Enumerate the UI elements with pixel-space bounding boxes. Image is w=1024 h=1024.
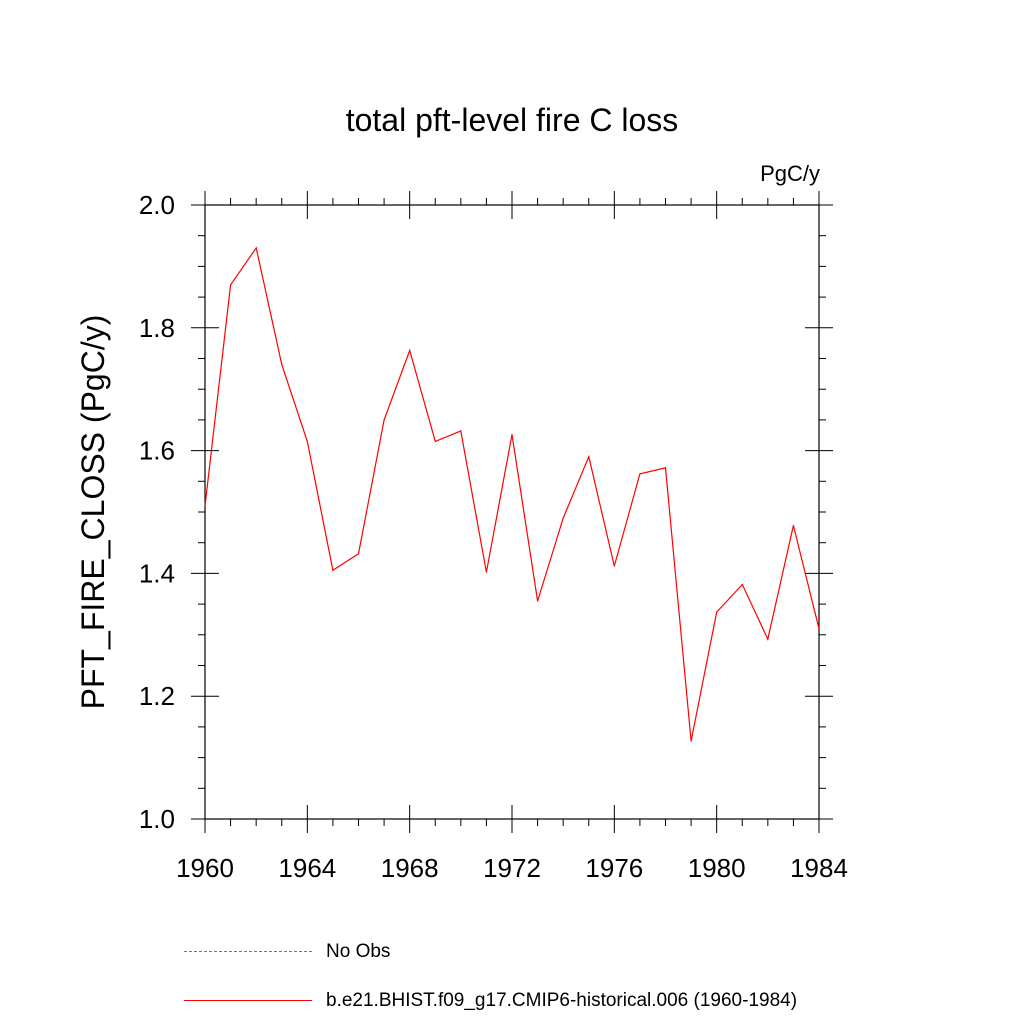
- data-point: [204, 505, 206, 507]
- series-line: [204, 246, 820, 742]
- data-point: [434, 440, 436, 442]
- data-point: [639, 473, 641, 475]
- x-tick-label: 1984: [790, 853, 848, 883]
- chart-title: total pft-level fire C loss: [346, 102, 679, 138]
- legend-item-no-obs: No Obs: [184, 941, 390, 963]
- data-point: [332, 569, 334, 571]
- data-point: [613, 565, 615, 567]
- y-tick-label: 1.8: [139, 313, 175, 343]
- legend-solid-line: [184, 1000, 312, 1002]
- data-point: [255, 247, 257, 249]
- data-point: [485, 571, 488, 573]
- data-point: [281, 364, 283, 366]
- data-point: [357, 553, 360, 555]
- data-point: [690, 740, 692, 742]
- x-tick-label: 1976: [585, 853, 643, 883]
- data-point: [767, 638, 769, 640]
- data-point: [229, 284, 232, 286]
- data-point: [409, 349, 411, 352]
- axis-ticks: 1960 1964 1968 1972 1976 1980 1984 1.0 1.2 1.4 1.6…: [139, 190, 848, 883]
- y-tick-label: 1.2: [139, 681, 175, 711]
- x-tick-label: 1960: [176, 853, 234, 883]
- data-point: [588, 456, 590, 458]
- legend-item-model: b.e21.BHIST.f09_g17.CMIP6-historical.006…: [184, 990, 797, 1012]
- units-label: PgC/y: [760, 161, 820, 186]
- data-point: [562, 517, 564, 519]
- y-tick-label: 1.6: [139, 436, 175, 466]
- y-tick-label: 1.4: [139, 558, 175, 588]
- data-point: [460, 430, 462, 432]
- data-point: [716, 611, 718, 613]
- data-point: [536, 600, 539, 602]
- data-point: [792, 524, 795, 527]
- data-point: [741, 583, 743, 586]
- legend-label-model: b.e21.BHIST.f09_g17.CMIP6-historical.006…: [326, 990, 798, 1011]
- data-point: [818, 628, 820, 630]
- y-tick-label: 2.0: [139, 190, 175, 220]
- x-tick-label: 1972: [483, 853, 541, 883]
- x-tick-label: 1964: [278, 853, 336, 883]
- data-point: [664, 467, 667, 469]
- y-axis-label: PFT_FIRE_CLOSS (PgC/y): [75, 315, 111, 710]
- x-tick-label: 1980: [688, 853, 746, 883]
- data-point: [511, 434, 513, 436]
- data-point: [306, 440, 308, 442]
- plot-frame: [204, 204, 820, 820]
- y-tick-label: 1.0: [139, 804, 175, 834]
- legend-dashed-line: [184, 951, 312, 953]
- legend-label-no-obs: No Obs: [326, 941, 391, 962]
- x-tick-label: 1968: [381, 853, 439, 883]
- data-point: [383, 419, 385, 421]
- series-layer: [204, 246, 820, 742]
